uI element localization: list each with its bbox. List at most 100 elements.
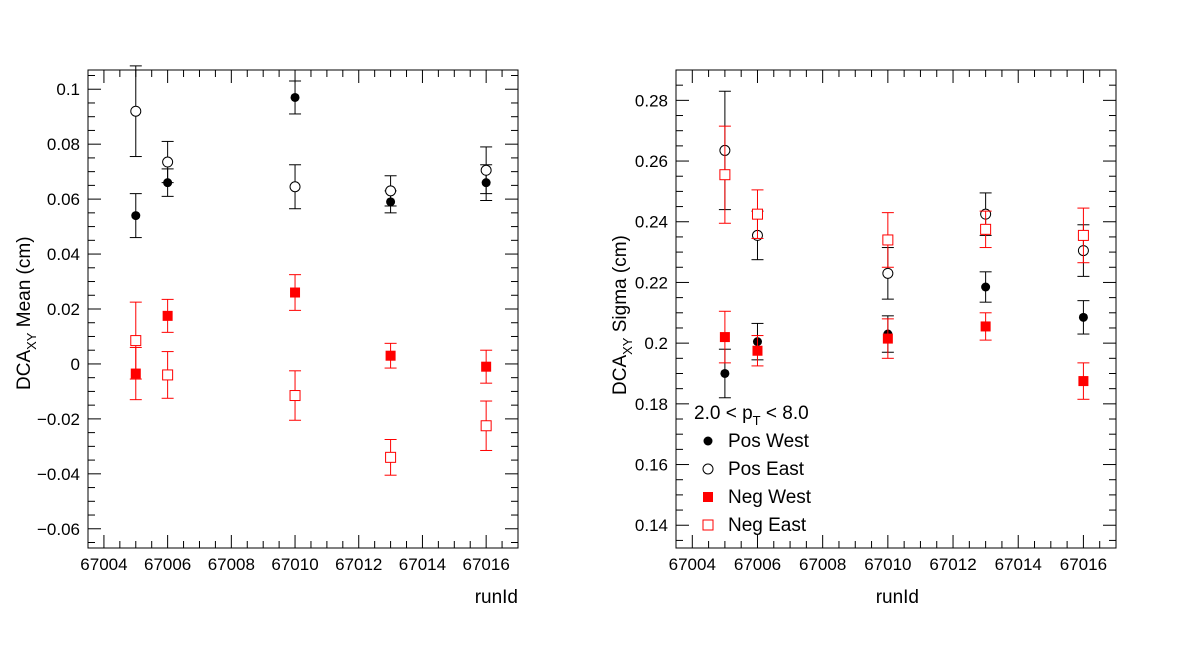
legend-marker-open-square bbox=[702, 519, 714, 531]
marker-open-circle bbox=[882, 267, 894, 279]
marker-open-square bbox=[130, 335, 142, 347]
marker-open-circle bbox=[480, 164, 492, 176]
y-tick-label: −0.02 bbox=[37, 410, 80, 429]
legend-entry-pos-west: Pos West bbox=[703, 431, 810, 452]
y-tick-label: 0 bbox=[71, 355, 80, 374]
series-neg-west bbox=[129, 274, 493, 401]
x-tick-label: 67010 bbox=[271, 555, 318, 574]
legend: 2.0 < pT < 8.0 Pos West Pos East Neg Wes… bbox=[694, 403, 812, 536]
data-point bbox=[480, 146, 493, 195]
marker-filled-circle bbox=[720, 368, 730, 378]
x-tick-label: 67014 bbox=[995, 555, 1042, 574]
legend-marker-filled-circle bbox=[703, 436, 713, 446]
data-point bbox=[881, 212, 894, 268]
data-point bbox=[881, 318, 894, 359]
legend-label: Pos East bbox=[728, 459, 805, 480]
legend-marker-open-circle bbox=[702, 463, 714, 475]
y-tick-label: 0.16 bbox=[635, 456, 668, 475]
marker-open-square bbox=[385, 451, 397, 463]
data-point bbox=[384, 175, 397, 207]
x-tick-label: 67008 bbox=[799, 555, 846, 574]
x-tick-labels: 67004 67006 67008 67010 67012 67014 67016 bbox=[669, 555, 1107, 574]
x-axis-label: runId bbox=[475, 587, 518, 608]
x-axis-label: runId bbox=[876, 587, 919, 608]
data-point bbox=[289, 80, 302, 115]
legend-title: 2.0 < pT < 8.0 bbox=[694, 403, 809, 428]
legend-entry-pos-east: Pos East bbox=[702, 459, 805, 480]
data-point bbox=[129, 193, 142, 239]
marker-filled-circle bbox=[131, 211, 141, 221]
legend-entry-neg-west: Neg West bbox=[703, 487, 812, 508]
series-pos-west bbox=[718, 271, 1090, 399]
data-point bbox=[718, 125, 731, 224]
x-tick-label: 67006 bbox=[734, 555, 781, 574]
marker-filled-circle bbox=[981, 282, 991, 292]
marker-filled-circle bbox=[1078, 312, 1088, 322]
y-tick-label: 0.1 bbox=[56, 80, 80, 99]
marker-filled-square bbox=[162, 310, 173, 321]
series-pos-west bbox=[129, 80, 493, 239]
marker-open-square bbox=[1077, 229, 1089, 241]
y-tick-label: 0.08 bbox=[47, 135, 80, 154]
y-tick-labels: 0.14 0.16 0.18 0.2 0.22 0.24 0.26 0.28 bbox=[635, 91, 668, 535]
x-tick-label: 67012 bbox=[929, 555, 976, 574]
y-tick-label: 0.28 bbox=[635, 91, 668, 110]
y-axis-label: DCAXY Mean (cm) bbox=[14, 236, 39, 390]
data-point bbox=[751, 189, 764, 239]
marker-open-circle bbox=[162, 156, 174, 168]
y-tick-label: 0.02 bbox=[47, 300, 80, 319]
marker-open-square bbox=[719, 169, 731, 181]
data-point bbox=[384, 438, 397, 476]
marker-filled-square bbox=[980, 321, 991, 332]
marker-open-square bbox=[480, 420, 492, 432]
marker-filled-circle bbox=[290, 92, 300, 102]
marker-filled-square bbox=[752, 345, 763, 356]
data-point bbox=[480, 349, 493, 384]
data-point bbox=[1077, 300, 1090, 335]
marker-open-square bbox=[289, 390, 301, 402]
y-tick-label: 0.2 bbox=[644, 334, 668, 353]
axis-ticks bbox=[87, 70, 519, 548]
plot-frame bbox=[675, 69, 1117, 549]
marker-open-circle bbox=[130, 105, 142, 117]
legend-label: Pos West bbox=[728, 431, 810, 452]
legend-entry-neg-east: Neg East bbox=[702, 515, 807, 536]
x-tick-label: 67016 bbox=[463, 555, 510, 574]
x-tick-label: 67016 bbox=[1060, 555, 1107, 574]
y-tick-label: 0.26 bbox=[635, 152, 668, 171]
data-point bbox=[384, 342, 397, 369]
data-points bbox=[129, 65, 493, 476]
data-point bbox=[289, 370, 302, 421]
data-point bbox=[161, 140, 174, 184]
y-tick-label: 0.22 bbox=[635, 273, 668, 292]
data-point bbox=[161, 298, 174, 333]
series-neg-west bbox=[718, 310, 1090, 400]
x-tick-label: 67004 bbox=[80, 555, 127, 574]
x-tick-label: 67006 bbox=[144, 555, 191, 574]
series-neg-east bbox=[718, 125, 1090, 268]
y-tick-label: 0.04 bbox=[47, 245, 80, 264]
data-point bbox=[480, 400, 493, 451]
marker-open-square bbox=[751, 208, 763, 220]
marker-filled-square bbox=[719, 332, 730, 343]
marker-open-square bbox=[980, 223, 992, 235]
legend-label: Neg West bbox=[728, 487, 812, 508]
x-tick-label: 67008 bbox=[208, 555, 255, 574]
x-tick-label: 67012 bbox=[335, 555, 382, 574]
x-tick-label: 67014 bbox=[399, 555, 446, 574]
data-point bbox=[289, 274, 302, 311]
marker-filled-square bbox=[1078, 376, 1089, 387]
data-points bbox=[718, 90, 1090, 400]
data-point bbox=[129, 301, 142, 380]
data-point bbox=[751, 335, 764, 367]
legend-label: Neg East bbox=[728, 515, 807, 536]
x-tick-label: 67004 bbox=[669, 555, 716, 574]
y-tick-label: 0.24 bbox=[635, 213, 668, 232]
data-point bbox=[718, 310, 731, 364]
y-tick-label: −0.04 bbox=[37, 465, 80, 484]
marker-open-square bbox=[162, 369, 174, 381]
y-tick-label: 0.14 bbox=[635, 516, 668, 535]
marker-filled-square bbox=[290, 287, 301, 298]
panel-dca-mean: −0.06 −0.04 −0.02 0 0.02 0.04 0.06 0.08 0.1 6700… bbox=[14, 65, 519, 608]
